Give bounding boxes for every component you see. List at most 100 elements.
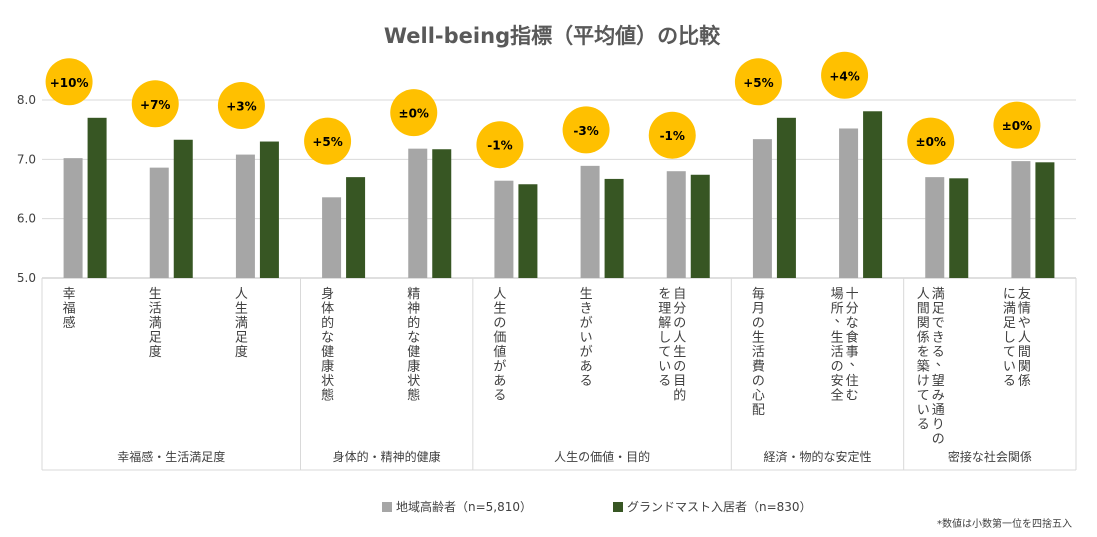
category-label-char: 望 (932, 373, 945, 389)
category-label: 生活満足度 (149, 287, 162, 360)
category-label-char: け (917, 374, 930, 389)
category-label-char: 生 (831, 331, 844, 346)
category-label-char: 足 (1003, 316, 1016, 331)
change-badge (476, 121, 524, 169)
category-label-char: 生 (752, 331, 765, 346)
group-label: 経済・物的な安定性 (763, 449, 871, 464)
category-label-char: 福 (63, 302, 76, 317)
category-label-char: 幸 (63, 287, 76, 302)
category-label-char: 度 (235, 344, 248, 360)
category-label-char: 身 (321, 286, 334, 302)
bar-grandmast (604, 178, 624, 278)
category-label-char: 生 (235, 302, 248, 317)
category-label-char: 解 (658, 316, 671, 331)
legend-label-local-elderly: 地域高齢者（n=5,810） (396, 499, 532, 514)
change-badge (390, 89, 438, 137)
bar-local-elderly (149, 167, 169, 278)
category-label-char: 分 (673, 302, 686, 317)
category-label-char: 満 (149, 316, 162, 331)
category-label-char: な (846, 316, 859, 331)
category-label-char: の (752, 316, 765, 331)
category-label-char: 感 (63, 315, 76, 331)
legend: 地域高齢者（n=5,810） グランドマスト入居者（n=830） (382, 499, 812, 514)
change-badge-label: -1% (487, 139, 512, 153)
category-label-char: 活 (149, 302, 162, 317)
change-badge-label: +4% (829, 69, 859, 83)
category-label-char: あ (493, 374, 506, 389)
category-label-char: 康 (321, 359, 334, 375)
category-label-char: 神 (407, 302, 420, 317)
change-badge (734, 58, 782, 106)
bar-local-elderly (408, 148, 428, 278)
category-label: 幸福感 (63, 287, 76, 331)
bar-local-elderly (666, 171, 686, 278)
category-label-char: 関 (917, 316, 930, 331)
category-label-char: 的 (321, 315, 334, 331)
category-label-char: 活 (831, 345, 844, 360)
y-tick-label: 5.0 (17, 271, 36, 285)
change-badge (562, 106, 610, 154)
category-label-char: 間 (917, 302, 930, 317)
change-badge (821, 51, 869, 99)
category-label-char: 生 (673, 345, 686, 360)
category-label-char: る (1003, 374, 1016, 389)
bar-local-elderly (752, 139, 772, 278)
category-label-char: き (580, 302, 593, 317)
category-label-char: 生 (580, 287, 593, 302)
category-label-char: 住 (846, 374, 859, 389)
category-label-char: 十 (846, 287, 859, 302)
category-label-char: 毎 (752, 286, 765, 302)
category-label-char: る (917, 418, 930, 433)
change-badge-label: +5% (743, 76, 773, 90)
category-label-char: 心 (752, 389, 765, 404)
category-label-char: む (846, 389, 859, 404)
category-label-char: 友 (1018, 286, 1031, 302)
bar-local-elderly (1011, 161, 1031, 278)
category-label-char: 健 (321, 345, 334, 360)
category-label-char: の (831, 360, 844, 375)
category-label-char: 体 (321, 302, 334, 317)
change-badge (131, 80, 179, 128)
bar-grandmast (1035, 162, 1055, 278)
category-label-char: 満 (932, 287, 945, 302)
category-label-char: 築 (917, 360, 930, 375)
bar-local-elderly (322, 197, 342, 278)
category-label-char: の (752, 374, 765, 389)
category-label-char: 関 (1018, 360, 1031, 375)
category-label-char: る (932, 345, 945, 360)
category-label-char: 月 (752, 302, 765, 317)
category-label-char: が (493, 360, 506, 375)
category-label-char: 人 (493, 287, 506, 302)
category-table: 幸福感・生活満足度 身体的・精神的健康 人生の価値・目的 経済・物的な安定性 密接な社会… (41, 278, 1077, 471)
category-label-char: 生 (149, 287, 162, 302)
bar-grandmast (863, 111, 883, 278)
bar-grandmast (173, 139, 193, 278)
change-badge-label: -1% (660, 129, 685, 143)
category-label-char: の (673, 360, 686, 375)
category-label-char: で (932, 316, 945, 331)
category-label-char: 全 (831, 388, 844, 404)
change-badge-label: +7% (140, 98, 170, 112)
category-label-char: 間 (1018, 345, 1031, 360)
category-label-char: る (658, 374, 671, 389)
category-label-char: 精 (407, 287, 420, 302)
category-label-char: な (407, 331, 420, 346)
category-label-char: い (658, 360, 671, 375)
category-label-char: に (1003, 287, 1016, 302)
change-badge (907, 117, 955, 165)
category-label-char: あ (580, 360, 593, 375)
category-label-char: 、 (936, 355, 949, 370)
category-label-char: 足 (235, 331, 248, 346)
group-label: 身体的・精神的健康 (333, 449, 441, 464)
category-label-char: 通 (932, 403, 945, 418)
category-label-char: 健 (407, 345, 420, 360)
category-label-char: 、 (850, 355, 863, 370)
bar-local-elderly (580, 165, 600, 278)
y-axis-ticks: 5.0 6.0 7.0 8.0 (17, 93, 36, 285)
category-label-char: 的 (673, 388, 686, 404)
